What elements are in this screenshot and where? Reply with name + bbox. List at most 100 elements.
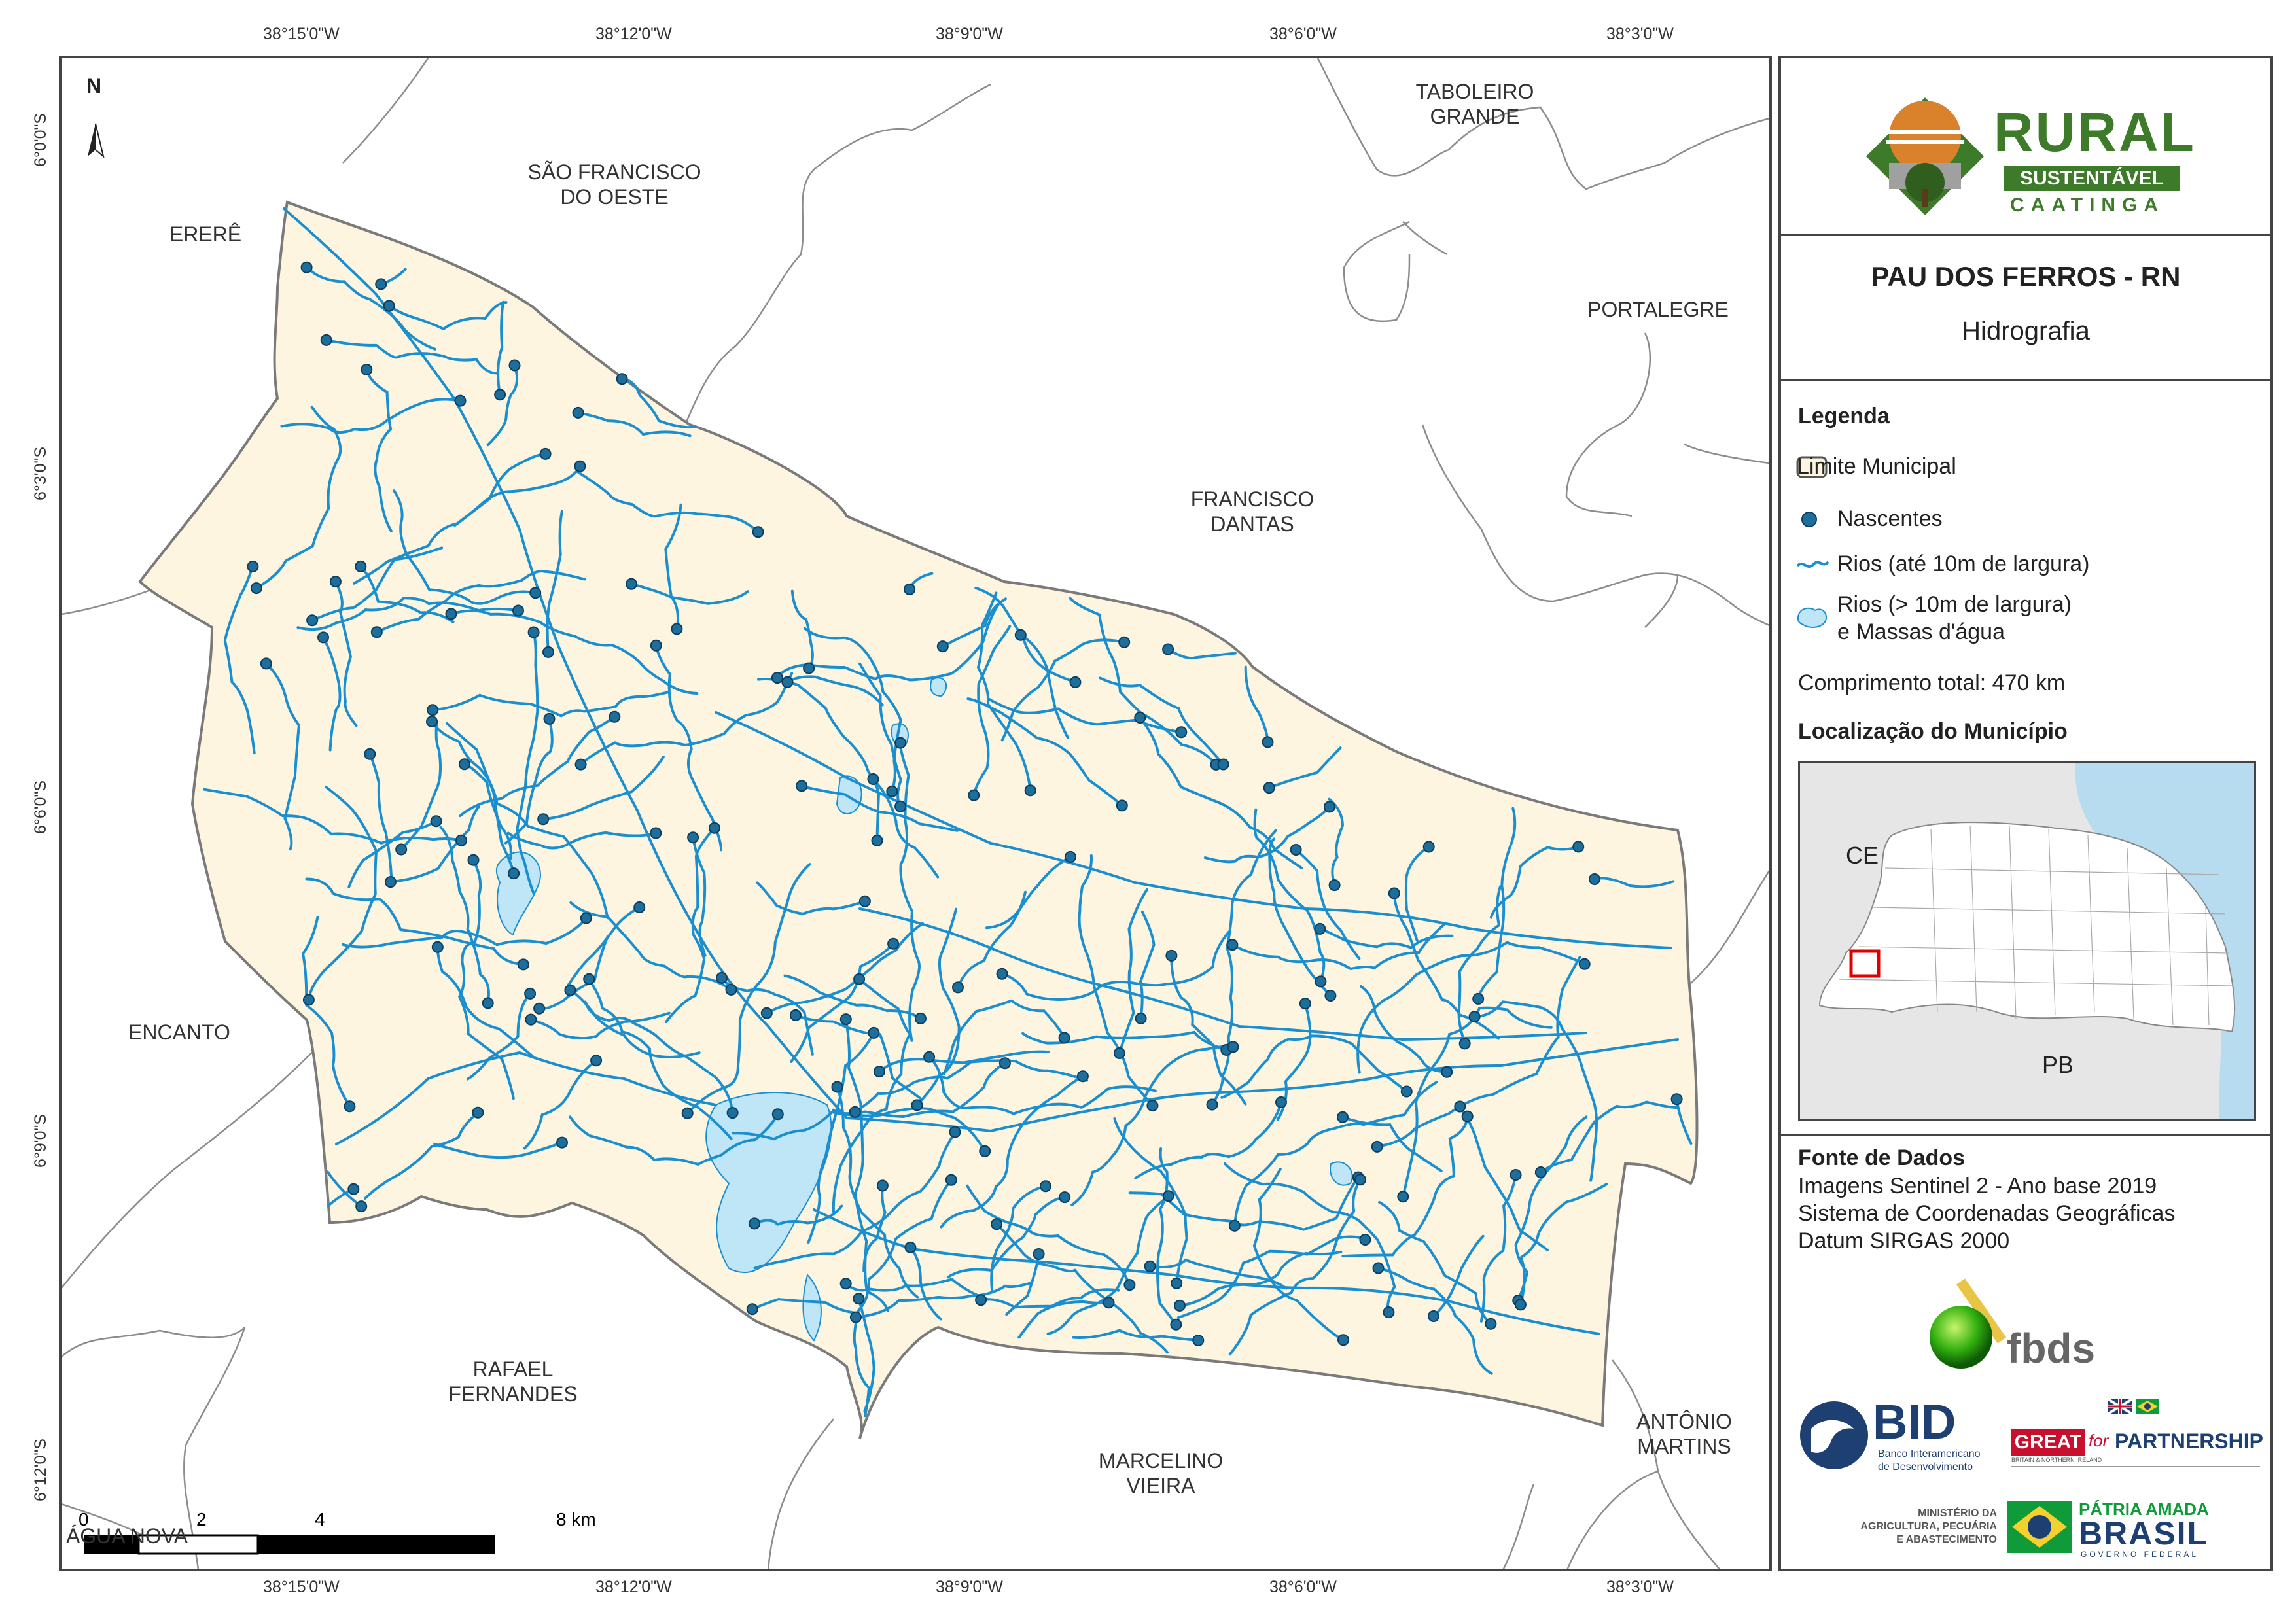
spring-point [426,716,438,727]
spring-point [1262,736,1274,748]
spring-point [300,261,313,273]
river-stream [664,503,682,631]
legend-rios-large-2: e Massas d'água [1837,620,2005,644]
spring-point [355,560,367,572]
spring-point [1371,1140,1383,1153]
river-stream [630,582,749,605]
spring-point [1103,1297,1115,1309]
great-partnership: PARTNERSHIP [2115,1429,2263,1453]
scale-bar [84,1534,495,1555]
river-stream [325,338,499,375]
river-stream [1341,1115,1469,1258]
main-river [335,1051,717,1145]
coord-bottom-0: 38°15'0"W [263,1578,340,1596]
river-stream [542,756,665,821]
river-stream [686,863,811,1115]
river-stream [1479,1174,1517,1323]
brasil-text: BRASIL [2079,1515,2209,1552]
map-canvas[interactable] [62,58,1772,1571]
spring-point [1206,1098,1218,1111]
spring-point [1118,636,1131,648]
nascentes-icon [1801,512,1817,527]
spring-point [1400,1085,1413,1098]
river-stream [307,786,378,1002]
spring-point [752,526,764,538]
spring-point [681,1107,694,1119]
spring-point [839,1278,852,1290]
spring-point [537,813,550,826]
rios-large-icon [1797,607,1827,628]
spring-point [1263,782,1275,794]
river-stream [654,644,722,852]
spring-point [1422,841,1435,853]
spring-point [998,1057,1011,1070]
legend-nascentes: Nascentes [1837,506,1943,531]
locator-map[interactable]: CE PB [1798,761,2256,1121]
spring-point [781,676,794,688]
river-stream [301,915,351,1108]
river-stream [342,916,588,949]
spring-point [1485,1318,1497,1330]
spring-point [1314,922,1326,935]
river-stream [1392,892,1500,1040]
river-stream [497,300,504,396]
spring-point [1275,1096,1287,1108]
spring-point [803,662,815,674]
river-stream [387,301,508,331]
river-stream [359,565,455,623]
spring-point [749,1217,761,1230]
river-stream [853,1178,953,1418]
spring-point [494,389,506,401]
spring-point [936,640,949,653]
coord-left-2: 6°6'0"S [31,780,50,834]
river-stream [1220,1034,1408,1099]
river-stream [1176,1235,1367,1319]
legend-heading: Legenda [1798,404,1890,428]
spring-point [853,973,866,985]
river-stream [620,377,696,429]
river-stream [1519,1183,1608,1306]
spring-point [1428,1310,1439,1322]
spring-point [527,626,540,638]
spring-point [871,834,883,846]
river-stream [1328,797,1345,887]
spring-point [1192,1335,1205,1346]
map-title: PAU DOS FERROS - RN [1871,261,2181,292]
spring-point [867,773,879,785]
river-stream [393,489,537,605]
spring-point [760,1007,773,1019]
river-stream [720,976,814,1056]
river-stream [1377,1266,1493,1375]
spring-point [771,672,783,684]
spring-point [1441,1066,1453,1078]
brasil-flag-icon [2007,1501,2072,1553]
river-stream [506,831,658,850]
river-stream [1378,1200,1492,1325]
spring-point [790,1009,802,1021]
spring-point [1359,1234,1371,1246]
spring-point [445,608,457,620]
flags-icon [2108,1399,2159,1414]
spring-point [427,704,439,716]
river-stream [523,1059,598,1150]
side-panel: RURAL SUSTENTÁVEL CAATINGA PAU DOS FERRO… [1778,56,2273,1571]
bid-logo-icon [1800,1401,1868,1469]
neighbor-borders [62,58,1769,1569]
spring-point [968,789,980,801]
spring-point [894,800,907,812]
river-stream [1253,808,1326,983]
river-stream [1210,829,1277,1106]
spring-point [1146,1100,1159,1112]
spring-point [1589,873,1600,885]
spring-point [1461,1110,1474,1123]
spring-point [725,983,737,996]
river-stream [311,546,444,622]
river-stream [1244,665,1269,744]
spring-point [904,583,916,595]
river-stream [1477,807,1517,1000]
label-taboleiro: TABOLEIRO GRANDE [1415,80,1534,128]
patria-amada: PÁTRIA AMADA [2079,1499,2209,1519]
river-stream [836,1085,919,1299]
river-stream [807,1031,875,1244]
river-stream [858,662,903,808]
